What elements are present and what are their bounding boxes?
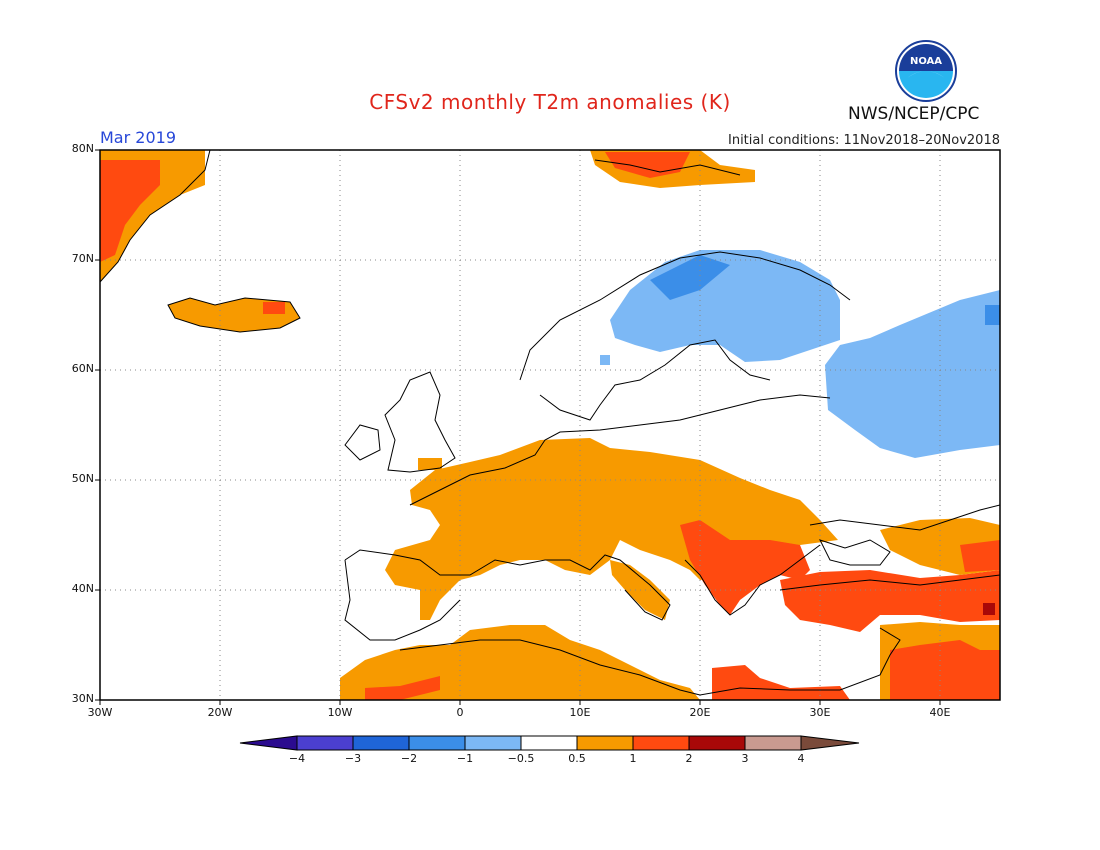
colorbar-arrow-low: [239, 735, 298, 751]
russia-anomaly-cold: [825, 290, 1000, 458]
colorbar-swatch: [352, 735, 410, 751]
turkey-anomaly-hot: [780, 570, 1000, 632]
y-tick-label: 40N: [71, 582, 94, 595]
x-tick-label: 0: [456, 706, 464, 719]
month-label: Mar 2019: [100, 128, 176, 147]
anomaly-cell: [418, 458, 442, 470]
colorbar-swatch: [408, 735, 466, 751]
colorbar-label: 4: [797, 752, 805, 765]
y-tick-label: 80N: [71, 142, 94, 155]
colorbar-label: −4: [288, 752, 306, 765]
anomaly-fields: [100, 150, 1000, 700]
colorbar-label: 3: [741, 752, 749, 765]
colorbar-label: 2: [685, 752, 693, 765]
map-frame: [99, 149, 1001, 701]
colorbar-swatch: [632, 735, 690, 751]
y-tick-label: 50N: [71, 472, 94, 485]
colorbar-label: 1: [629, 752, 637, 765]
initial-conditions-label: Initial conditions: 11Nov2018–20Nov2018: [728, 133, 1000, 148]
x-tick-label: 30W: [87, 706, 113, 719]
iceland-anomaly-hot: [263, 302, 285, 314]
x-tick-label: 20E: [689, 706, 711, 719]
y-tick-label: 30N: [71, 692, 94, 705]
north-africa-anomaly-hot: [365, 676, 440, 700]
balkans-anomaly-hot: [680, 520, 810, 615]
colorbar-label: −3: [344, 752, 362, 765]
colorbar-swatch: [520, 735, 578, 751]
y-tick-label: 60N: [71, 362, 94, 375]
brand-label: NWS/NCEP/CPC: [848, 104, 980, 124]
x-tick-label: 30E: [809, 706, 831, 719]
svg-text:NOAA: NOAA: [910, 56, 942, 67]
chart-title: CFSv2 monthly T2m anomalies (K): [369, 90, 731, 114]
anomaly-cell: [985, 305, 1000, 325]
caucasus-anomaly-hot: [960, 540, 1000, 572]
x-tick-label: 10W: [327, 706, 353, 719]
middle-east-anomaly-hot: [890, 640, 1000, 700]
x-tick-label: 20W: [207, 706, 233, 719]
colorbar-swatch: [576, 735, 634, 751]
colorbar-label: 0.5: [568, 752, 586, 765]
greenland-anomaly-hot: [100, 160, 160, 262]
colorbar-label: −1: [456, 752, 474, 765]
x-tick-label: 10E: [569, 706, 591, 719]
x-tick-label: 40E: [929, 706, 951, 719]
y-tick-label: 70N: [71, 252, 94, 265]
colorbar-swatch: [464, 735, 522, 751]
noaa-logo: NOAA: [895, 40, 957, 102]
gridlines: [100, 150, 1000, 700]
anomaly-cell: [983, 603, 995, 615]
colorbar-label: −2: [400, 752, 418, 765]
scandinavia-anomaly-colder: [650, 255, 730, 300]
colorbar-swatch: [688, 735, 746, 751]
colorbar-swatch: [744, 735, 802, 751]
svalbard-anomaly-hot: [605, 152, 690, 178]
egypt-anomaly-hot: [712, 665, 850, 700]
anomaly-cell: [600, 355, 610, 365]
colorbar-swatch: [296, 735, 354, 751]
colorbar-label: −0.5: [507, 752, 535, 765]
coastlines: [100, 150, 1000, 696]
colorbar-arrow-high: [800, 735, 860, 751]
